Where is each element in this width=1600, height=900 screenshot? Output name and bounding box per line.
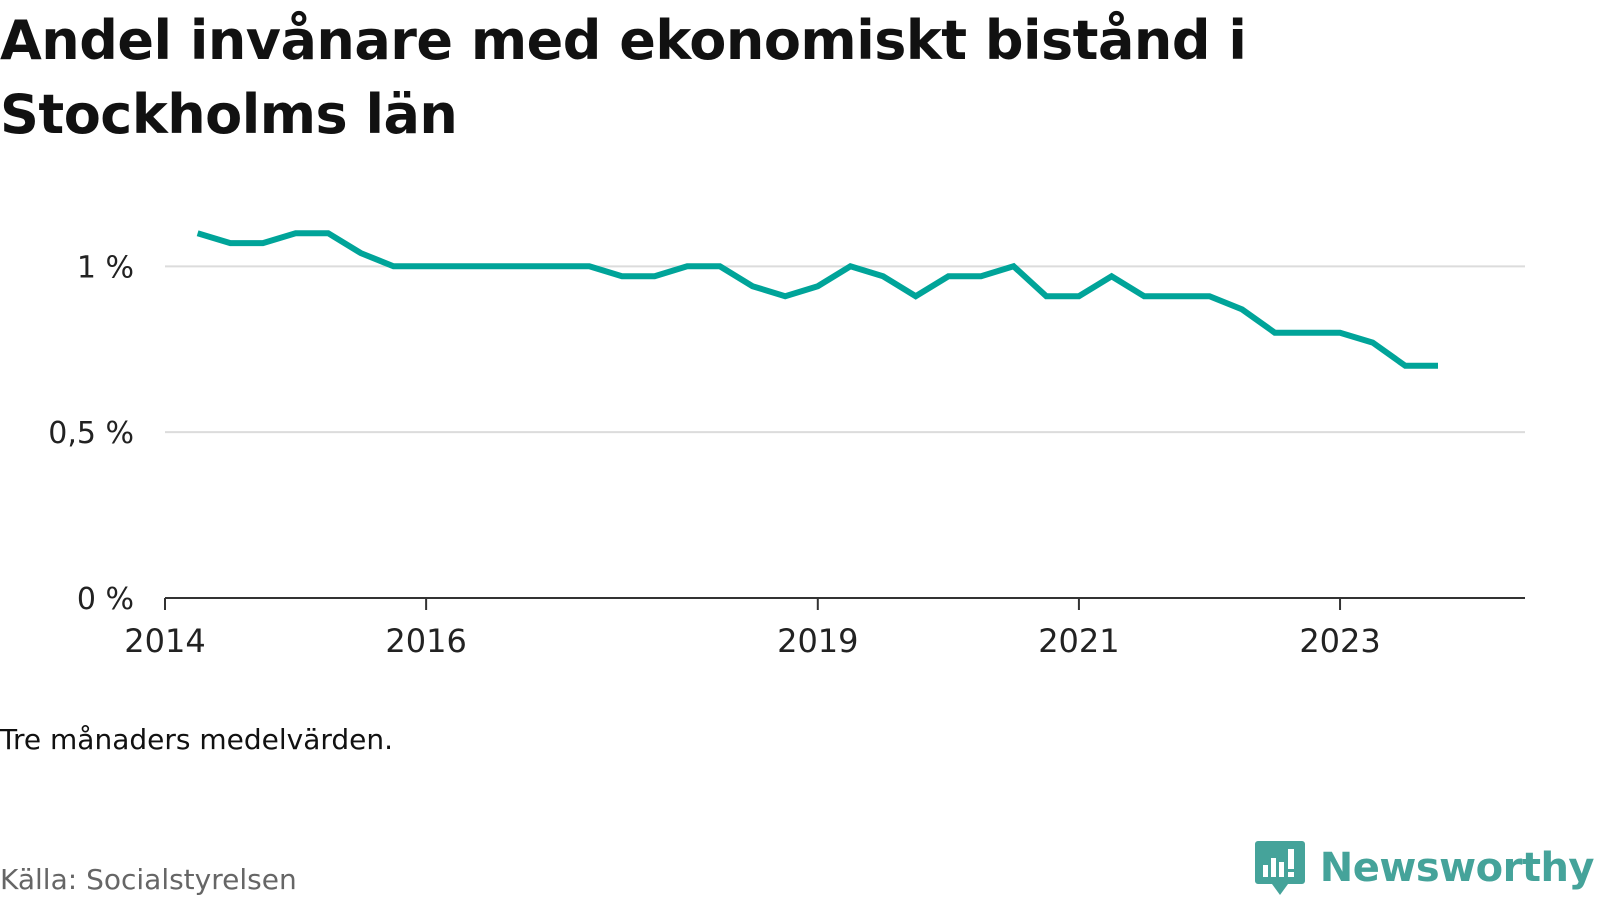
x-axis-labels: 2014 2016 2019 2021 2023 [124,622,1380,660]
data-point [717,263,723,269]
data-point [619,273,625,279]
brand[interactable]: Newsworthy [1254,840,1595,896]
series-line [196,230,1438,369]
data-point [1043,293,1049,299]
data-point [1337,330,1343,336]
source-credit: Källa: Socialstyrelsen [0,863,297,896]
data-point [978,273,984,279]
data-point [945,273,951,279]
y-tick-label: 0,5 % [48,416,134,451]
data-point [358,250,364,256]
data-point [488,263,494,269]
data-point [260,240,266,246]
data-point [1076,293,1082,299]
y-tick-label: 0 % [77,582,134,617]
data-point [195,230,201,236]
data-point [554,263,560,269]
data-point [1435,363,1441,369]
data-point [750,283,756,289]
data-point [1206,293,1212,299]
data-point [782,293,788,299]
data-point [390,263,396,269]
data-point [456,263,462,269]
line-chart: 0 % 0,5 % 1 % 2014 2016 2019 2021 2023 [48,230,1525,660]
y-gridlines [165,265,1525,434]
data-point [1272,330,1278,336]
data-series [195,230,1441,369]
y-tick-label: 1 % [77,250,134,285]
data-point [847,263,853,269]
data-point [880,273,886,279]
data-point [293,230,299,236]
x-tick-label: 2021 [1038,622,1119,660]
newsworthy-logo-icon [1254,841,1305,895]
x-tick-label: 2016 [385,622,466,660]
data-point [423,263,429,269]
data-point [684,263,690,269]
data-point [521,263,527,269]
data-point [1370,340,1376,346]
data-point [325,230,331,236]
data-point [652,273,658,279]
data-point [1304,330,1310,336]
x-tick-label: 2023 [1299,622,1380,660]
x-tick-label: 2019 [777,622,858,660]
data-point [913,293,919,299]
x-axis-ticks [164,598,1342,610]
data-point [1011,263,1017,269]
data-point [1239,306,1245,312]
data-point [1402,363,1408,369]
x-tick-label: 2014 [124,622,205,660]
data-point [1174,293,1180,299]
data-point [815,283,821,289]
chart-note: Tre månaders medelvärden. [0,723,394,756]
data-point [1141,293,1147,299]
chart-title: Andel invånare med ekonomiskt bistånd i … [0,9,1247,146]
data-point [1109,273,1115,279]
data-point [227,240,233,246]
data-point [586,263,592,269]
y-axis-labels: 0 % 0,5 % 1 % [48,250,134,617]
brand-name: Newsworthy [1319,845,1595,891]
